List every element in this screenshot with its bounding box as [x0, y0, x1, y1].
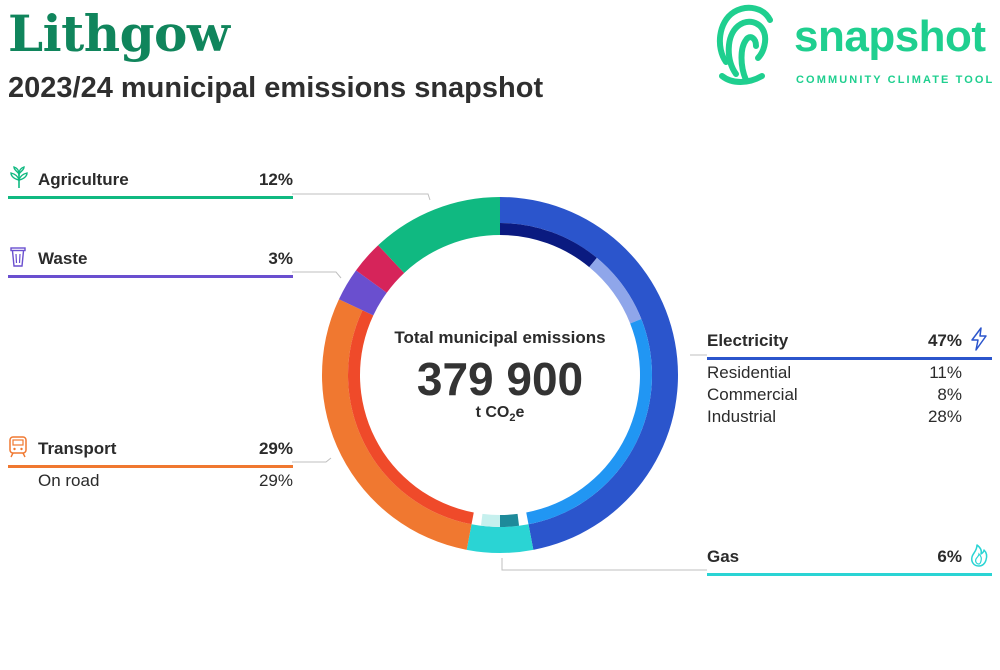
trash-bin-icon — [10, 247, 26, 267]
transport-sub-pct-0: 29% — [258, 471, 293, 490]
connector-agriculture — [292, 193, 431, 201]
segment-waste[interactable] — [338, 270, 387, 316]
segment-agriculture[interactable] — [378, 197, 500, 273]
electricity-sub-pct-2: 28% — [927, 407, 962, 426]
segment-other[interactable] — [355, 245, 405, 293]
electricity-sub-pct-1: 8% — [937, 385, 962, 404]
donut-segments — [321, 197, 679, 553]
waste-underline — [8, 275, 293, 278]
segment-electricity[interactable] — [500, 197, 679, 550]
electricity-sub-label-2: Industrial — [707, 407, 776, 426]
flame-icon — [971, 544, 988, 567]
total-value: 379 900 — [416, 353, 584, 405]
waste-pct: 3% — [268, 249, 293, 268]
gas-underline — [707, 573, 992, 576]
sprout-icon — [10, 166, 28, 188]
legend-agriculture[interactable]: Agriculture 12% — [8, 166, 293, 199]
electricity-sub-pct-0: 11% — [929, 363, 962, 382]
agriculture-label: Agriculture — [38, 170, 129, 189]
total-label: Total municipal emissions — [394, 328, 606, 347]
legend-waste[interactable]: Waste 3% — [8, 247, 293, 278]
subsegment-on-road[interactable] — [348, 310, 474, 525]
train-icon — [9, 436, 27, 458]
transport-pct: 29% — [258, 439, 293, 458]
fingerprint-logo-icon — [716, 4, 773, 85]
connector-lines — [292, 193, 707, 571]
subsegment-residential[interactable] — [500, 223, 597, 268]
segment-gas[interactable] — [466, 524, 534, 553]
gas-pct: 6% — [937, 547, 962, 566]
segment-transport[interactable] — [321, 299, 472, 550]
transport-underline — [8, 465, 293, 468]
legend-gas[interactable]: Gas 6% — [707, 544, 992, 576]
logo-tagline: COMMUNITY CLIMATE TOOL — [796, 74, 995, 86]
logo-wordmark: snapshot — [794, 12, 986, 61]
page-title: Lithgow — [8, 4, 230, 63]
agriculture-underline — [8, 196, 293, 199]
electricity-pct: 47% — [927, 331, 962, 350]
subsegment-gas-b[interactable] — [480, 513, 500, 527]
connector-gas — [501, 558, 707, 571]
lightning-icon — [971, 327, 987, 351]
subsegment-commercial[interactable] — [589, 257, 642, 324]
legend-transport[interactable]: Transport 29% — [8, 436, 293, 468]
total-unit: t CO2e — [475, 404, 525, 425]
electricity-sub-label-0: Residential — [707, 363, 792, 382]
page-subtitle: 2023/24 municipal emissions snapshot — [8, 72, 544, 104]
electricity-underline — [707, 357, 992, 360]
electricity-label: Electricity — [707, 331, 789, 350]
connector-waste — [292, 271, 342, 279]
agriculture-pct: 12% — [258, 170, 293, 189]
connector-transport — [292, 457, 332, 463]
transport-label: Transport — [38, 439, 117, 458]
legend-electricity[interactable]: Electricity 47% — [707, 327, 992, 360]
waste-label: Waste — [38, 249, 88, 268]
transport-sub-label-0: On road — [38, 471, 100, 490]
subsegment-gas-a[interactable] — [500, 513, 520, 527]
electricity-sub-label-1: Commercial — [707, 385, 798, 404]
snapshot-logo[interactable]: snapshot COMMUNITY CLIMATE TOOL — [712, 0, 1000, 90]
subsegment-industrial[interactable] — [526, 319, 653, 525]
gas-label: Gas — [707, 547, 740, 566]
